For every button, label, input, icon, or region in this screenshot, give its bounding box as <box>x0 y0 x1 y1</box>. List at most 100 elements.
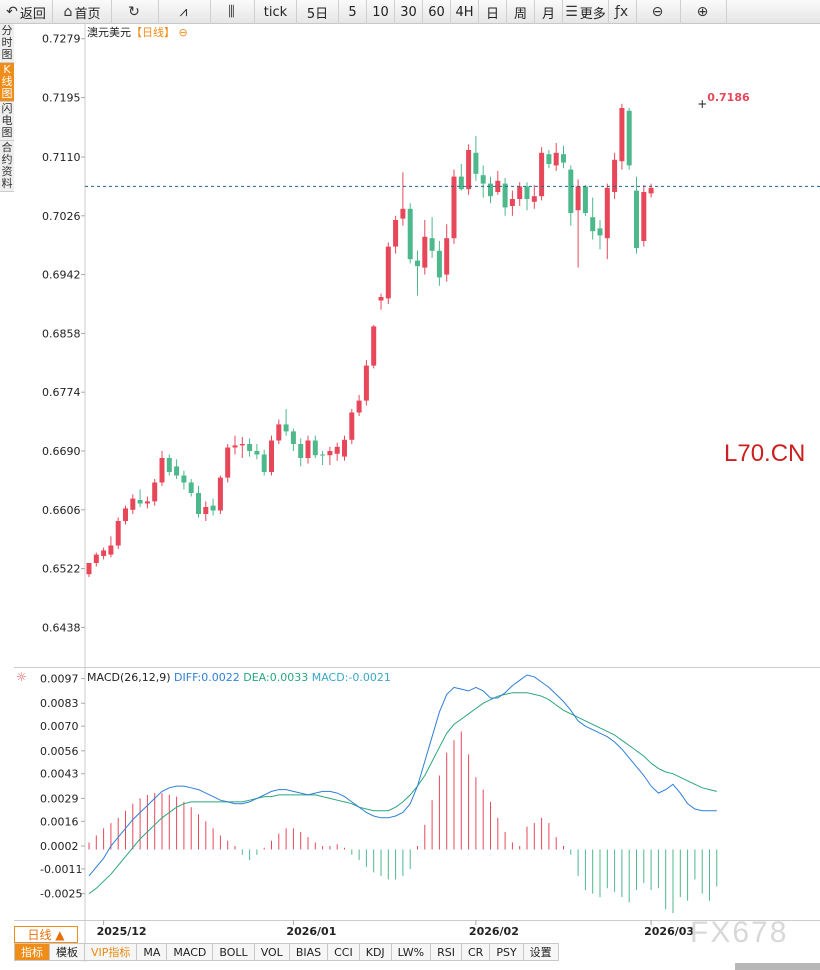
candle-body <box>86 563 92 575</box>
candle-body <box>203 507 209 514</box>
menu-icon: ☰ <box>565 4 578 20</box>
indicator-tab-14[interactable]: 设置 <box>523 943 559 961</box>
side-tab-3[interactable]: 合约资料 <box>0 141 14 192</box>
indicator-tab-11[interactable]: RSI <box>431 943 462 961</box>
indicator-tab-1[interactable]: 模板 <box>50 943 85 961</box>
candle-body <box>488 183 493 197</box>
settings-icon: ☼ <box>16 670 27 684</box>
candle-body <box>509 199 515 206</box>
period-selector[interactable]: 日线 ▲ <box>14 926 78 943</box>
candle-body <box>181 475 187 483</box>
toolbar-label: 日 <box>485 6 499 22</box>
indicator-tab-13[interactable]: PSY <box>490 943 524 961</box>
candle-body <box>422 236 428 268</box>
toolbar-button-12[interactable]: 日 <box>479 0 507 24</box>
candle-body <box>123 508 128 521</box>
candle-body <box>648 187 654 194</box>
indicator-tab-10[interactable]: LW% <box>391 943 432 961</box>
candle-body <box>502 183 508 208</box>
line-chart-icon: ⩘ <box>179 4 188 20</box>
indicator-tab-5[interactable]: BOLL <box>213 943 255 961</box>
candle-body <box>553 152 559 166</box>
toolbar: ↶ 返回 ⌂ 首页 ↻ ⩘ ⫼ tick 5日 5 10 30 60 4H 日周月 ☰ 更多 ƒx ⊖ ⊕ <box>0 0 820 24</box>
macd-y-tick-label: 0.0097 <box>40 673 79 686</box>
side-tab-1[interactable]: K线图 <box>0 63 14 102</box>
candle-body <box>524 186 530 199</box>
y-tick-label: 0.6774 <box>42 386 81 399</box>
candle-body <box>451 176 457 239</box>
toolbar-button-6[interactable]: 5日 <box>297 0 339 24</box>
candle-body <box>626 110 632 166</box>
toolbar-button-17[interactable]: ⊖ <box>637 0 681 24</box>
candle-body <box>400 208 406 219</box>
y-tick-label: 0.7279 <box>42 33 81 46</box>
indicator-tab-3[interactable]: MA <box>137 943 168 961</box>
toolbar-button-10[interactable]: 60 <box>423 0 451 24</box>
indicator-tabs: 指标 模板 VIP指标 MA MACD BOLL VOL BIAS CCI KDJ LW% RSI CR… <box>14 943 820 961</box>
watermark-brand: FX678 <box>690 916 789 949</box>
indicator-tab-0[interactable]: 指标 <box>14 943 50 961</box>
indicator-tab-12[interactable]: CR <box>462 943 491 961</box>
toolbar-button-3[interactable]: ⩘ <box>159 0 211 24</box>
indicator-tab-2[interactable]: VIP指标 <box>85 943 138 961</box>
toolbar-button-2[interactable]: ↻ <box>112 0 159 24</box>
candle-body <box>174 466 180 476</box>
candle-body <box>480 175 486 184</box>
toolbar-label: 月 <box>541 6 555 22</box>
macd-y-tick-label: -0.0025 <box>40 888 82 901</box>
candle-body <box>495 180 501 192</box>
toolbar-button-13[interactable]: 周 <box>507 0 535 24</box>
indicator-tab-9[interactable]: KDJ <box>359 943 392 961</box>
indicator-tab-8[interactable]: CCI <box>328 943 360 961</box>
candle-body <box>261 454 267 472</box>
toggle-icon: ⊖ <box>175 26 188 39</box>
indicator-tab-6[interactable]: VOL <box>254 943 290 961</box>
candle-body <box>378 297 384 301</box>
toolbar-button-0[interactable]: ↶ 返回 <box>0 0 53 24</box>
candle-body <box>371 326 377 366</box>
indicator-tab-4[interactable]: MACD <box>167 943 214 961</box>
dea-line <box>88 692 717 895</box>
macd-histogram <box>88 731 718 913</box>
candle-body <box>130 498 136 510</box>
candle-body <box>604 187 610 239</box>
side-tab-2[interactable]: 闪电图 <box>0 102 14 141</box>
toolbar-button-14[interactable]: 月 <box>535 0 563 24</box>
candle-body <box>247 444 253 451</box>
candle-body <box>363 365 369 401</box>
toolbar-button-16[interactable]: ƒx <box>609 0 637 24</box>
candle-body <box>444 238 450 275</box>
peak-marker: + <box>697 97 707 111</box>
toolbar-button-4[interactable]: ⫼ <box>211 0 255 24</box>
candle-body <box>93 554 99 563</box>
macd-value: MACD:-0.0021 <box>312 671 391 684</box>
macd-y-tick-label: 0.0083 <box>40 697 79 710</box>
candle-body <box>108 545 114 555</box>
toolbar-button-7[interactable]: 5 <box>339 0 367 24</box>
candle-body <box>342 439 347 457</box>
refresh-icon: ↻ <box>128 4 140 20</box>
toolbar-button-11[interactable]: 4H <box>451 0 479 24</box>
candle-body <box>334 446 340 454</box>
candle-body <box>466 150 472 190</box>
instrument-title: 澳元美元【日线】 ⊖ <box>87 25 188 39</box>
toolbar-button-1[interactable]: ⌂ 首页 <box>53 0 112 24</box>
macd-y-tick-label: 0.0043 <box>40 768 79 781</box>
toolbar-button-8[interactable]: 10 <box>367 0 395 24</box>
candle-body <box>232 445 238 448</box>
horizontal-scrollbar[interactable] <box>735 963 820 970</box>
toolbar-button-9[interactable]: 30 <box>395 0 423 24</box>
candle-body <box>393 220 399 247</box>
toolbar-button-18[interactable]: ⊕ <box>681 0 727 24</box>
formula-icon: ƒx <box>614 4 629 20</box>
side-tab-0[interactable]: 分时图 <box>0 24 14 63</box>
macd-diff: DIFF:0.0022 <box>174 671 243 684</box>
macd-y-tick-label: 0.0002 <box>40 840 79 853</box>
indicator-tab-7[interactable]: BIAS <box>289 943 329 961</box>
toolbar-button-15[interactable]: ☰ 更多 <box>563 0 609 24</box>
candle-body <box>356 400 362 413</box>
candle-body <box>531 196 537 202</box>
toolbar-label: 5日 <box>306 6 329 22</box>
macd-y-tick-label: 0.0056 <box>40 745 79 758</box>
toolbar-button-5[interactable]: tick <box>255 0 297 24</box>
